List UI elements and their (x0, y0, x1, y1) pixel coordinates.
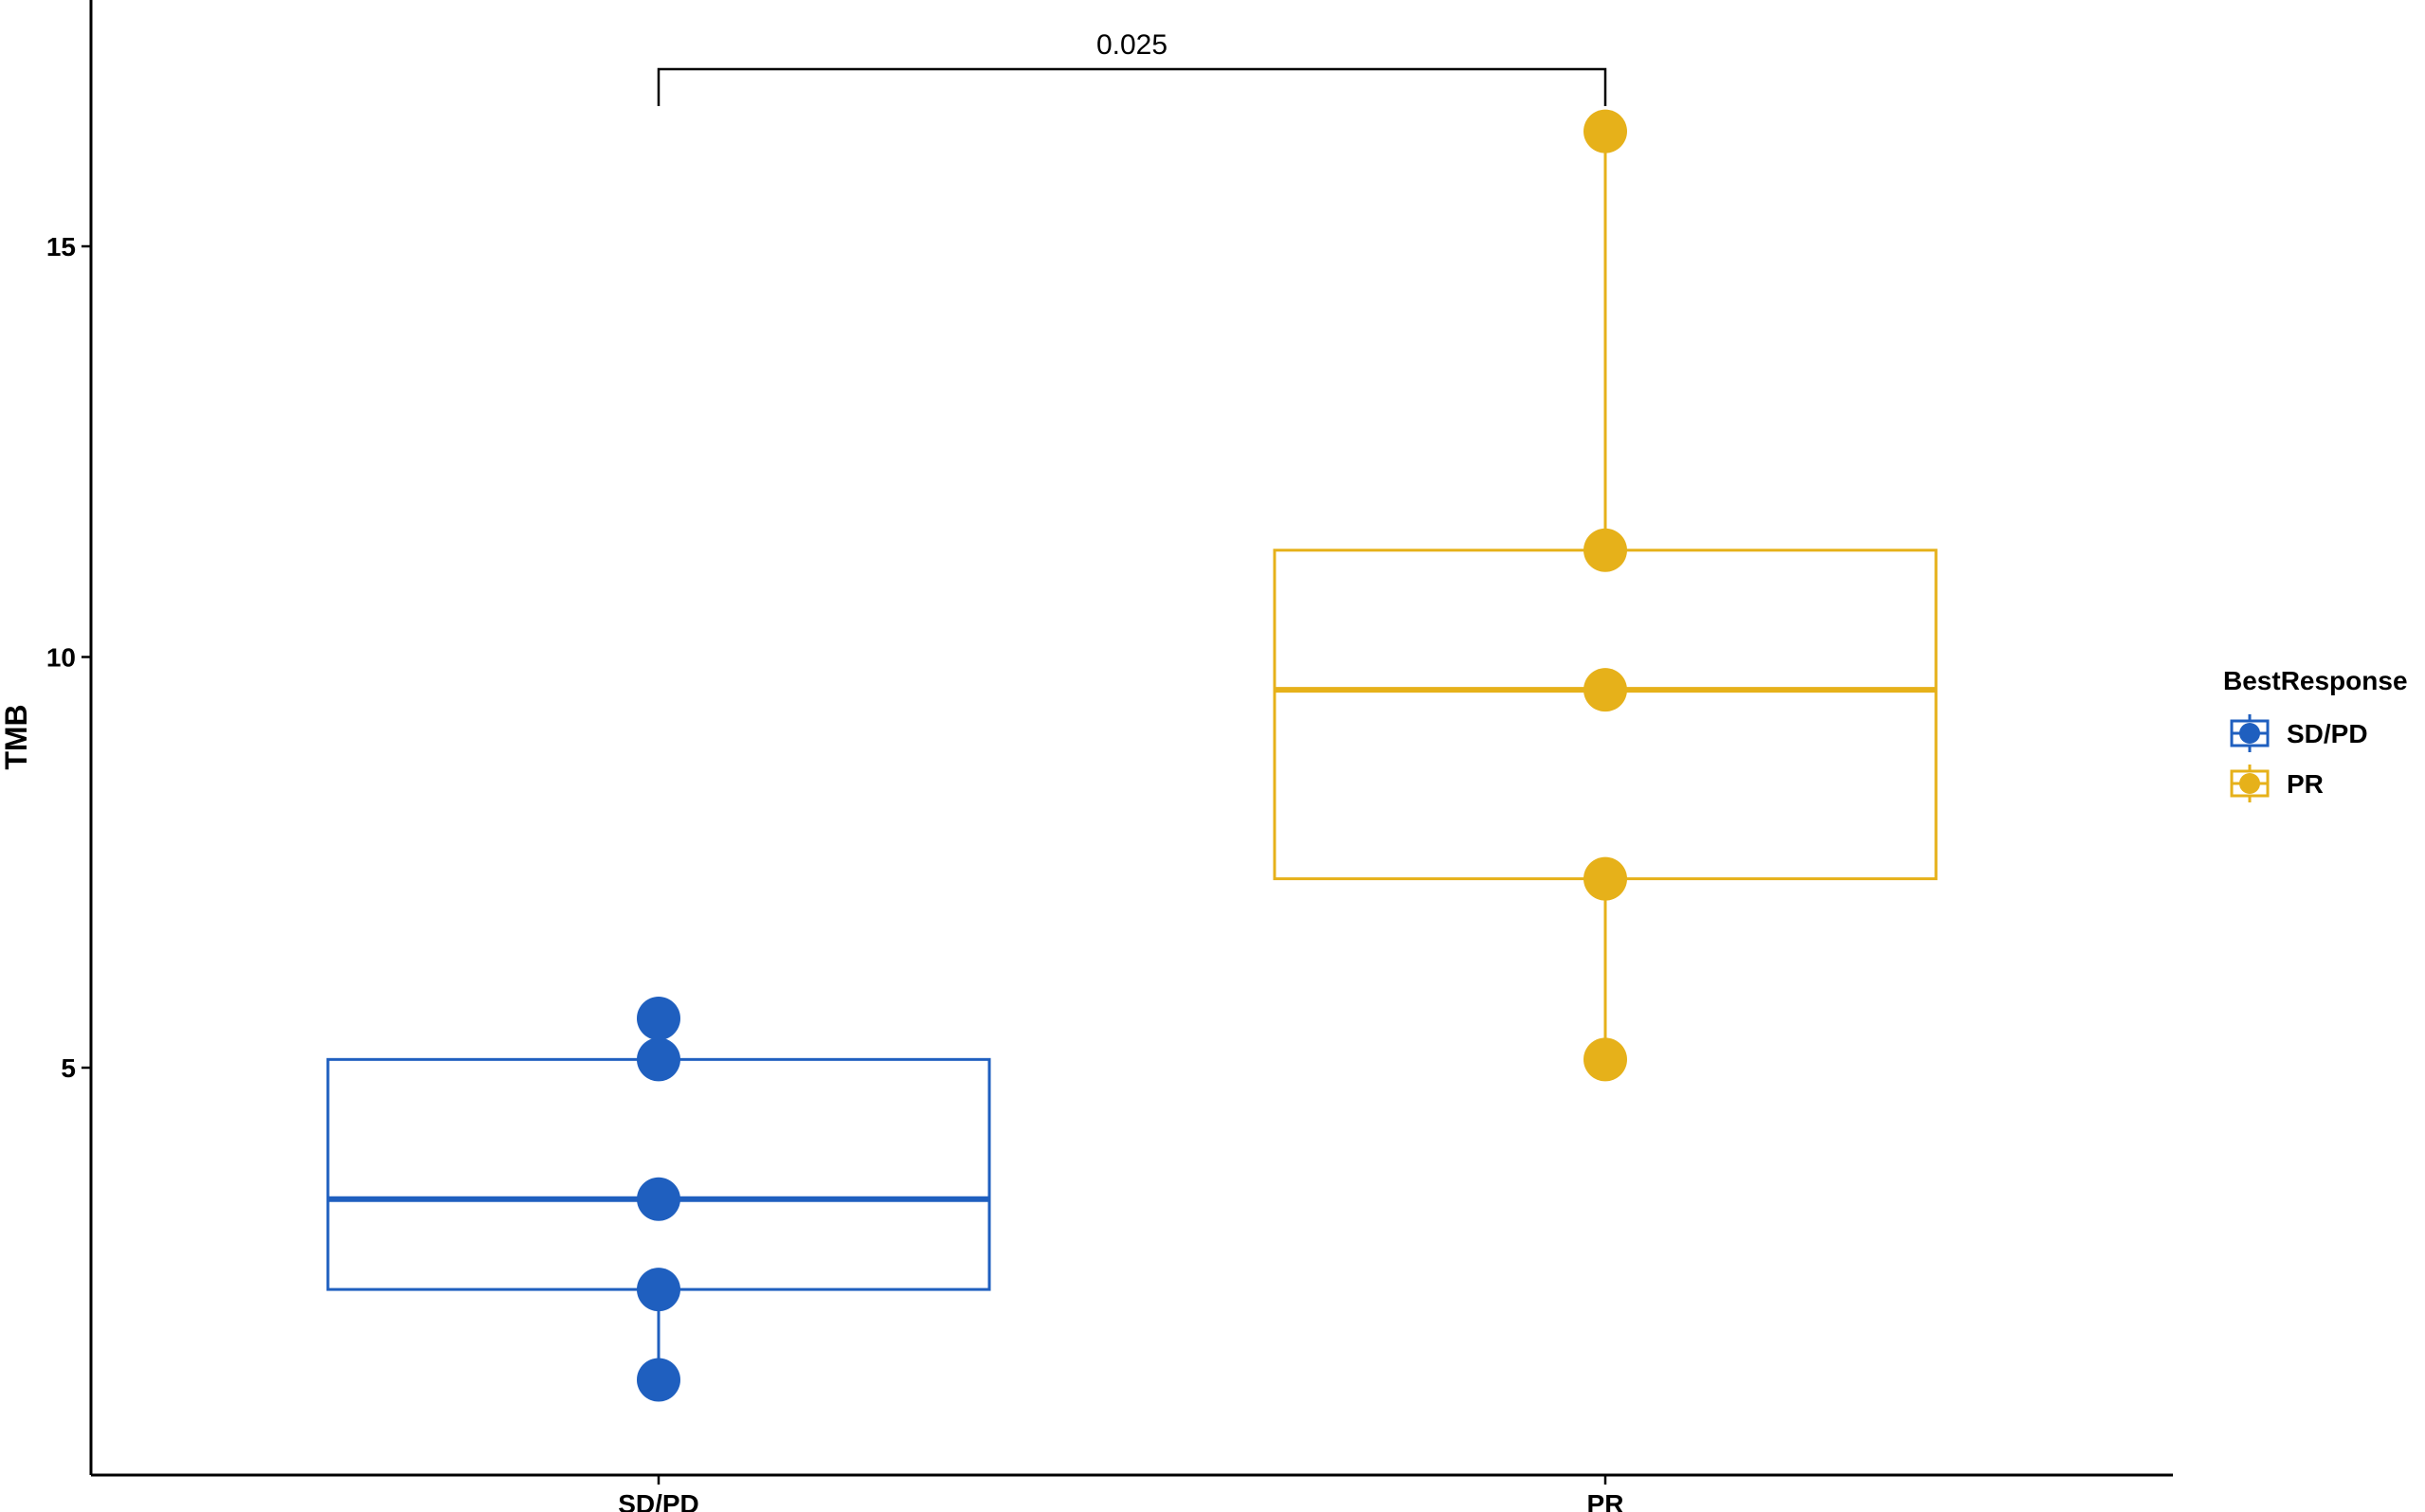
legend-key-pr (2230, 765, 2270, 802)
x-ticks: SD/PD PR (618, 1475, 1623, 1512)
y-tick-label: 5 (61, 1053, 76, 1083)
x-tick-label: SD/PD (618, 1489, 699, 1512)
significance-bracket: 0.025 (657, 29, 1607, 106)
data-point (1583, 109, 1627, 153)
data-point (637, 1177, 680, 1221)
data-point (637, 1358, 680, 1402)
x-tick-label: PR (1587, 1489, 1624, 1512)
data-point (637, 1268, 680, 1312)
legend-key-point (2239, 773, 2260, 794)
bracket-line (657, 67, 1607, 106)
plot-area: 5 10 15 SD/PD PR 0.025 (46, 0, 2173, 1512)
box-body (1273, 549, 1938, 881)
data-point (1583, 856, 1627, 901)
p-value-label: 0.025 (1096, 29, 1167, 61)
data-point (1583, 1037, 1627, 1082)
y-ticks: 5 10 15 (46, 232, 91, 1083)
data-points (637, 109, 1627, 1402)
y-tick-label: 15 (46, 232, 76, 261)
data-point (637, 996, 680, 1040)
y-tick-label: 10 (46, 643, 76, 673)
data-point (637, 1037, 680, 1082)
boxes (326, 131, 1938, 1380)
box-pr (1273, 131, 1938, 1060)
legend-key-sd-pd (2230, 714, 2270, 752)
legend-label: PR (2287, 769, 2324, 799)
box-body (326, 1057, 991, 1291)
legend: BestResponse SD/PD PR (2223, 666, 2408, 802)
data-point (1583, 668, 1627, 712)
y-axis-title: TMB (0, 704, 33, 769)
legend-title: BestResponse (2223, 666, 2408, 695)
data-point (1583, 528, 1627, 572)
legend-label: SD/PD (2287, 719, 2368, 748)
legend-key-point (2239, 723, 2260, 744)
